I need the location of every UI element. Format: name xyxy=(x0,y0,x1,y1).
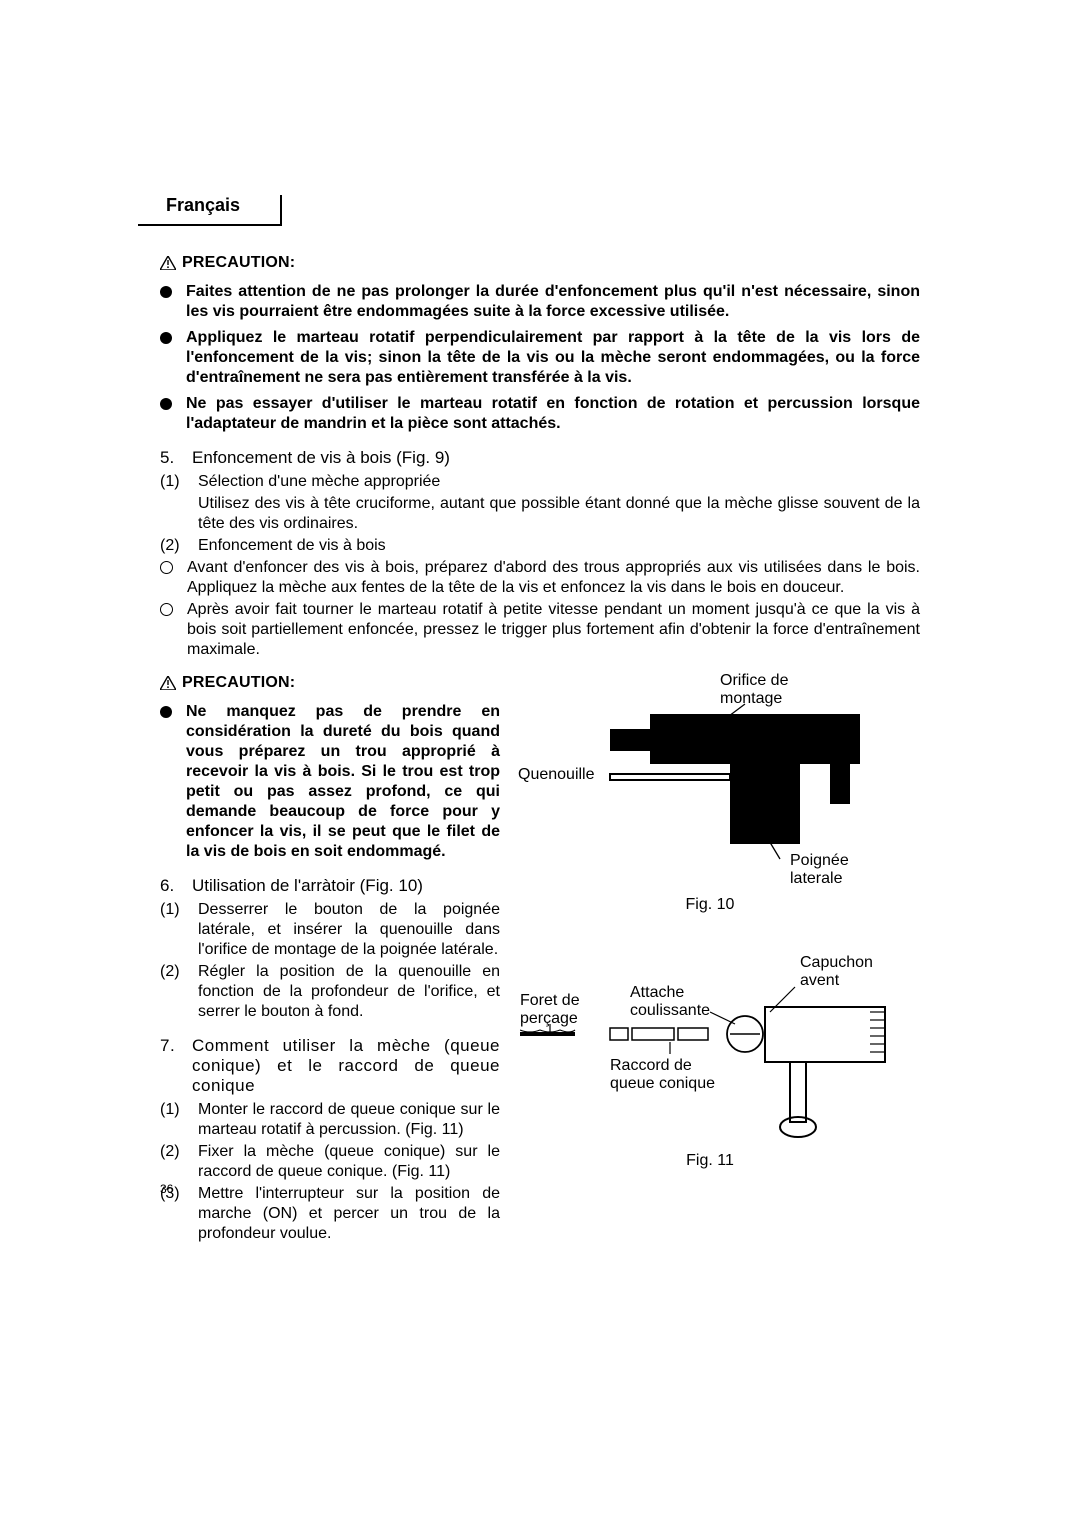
precaution-text: Appliquez le marteau rotatif perpendicul… xyxy=(186,328,920,388)
left-column: PRECAUTION: Ne manquez pas de prendre en… xyxy=(160,674,500,1246)
item-text: Fixer la mèche (queue conique) sur le ra… xyxy=(198,1142,500,1182)
figure-10-caption: Fig. 10 xyxy=(520,896,900,914)
figure-11: Foret de perçage Attache coulissante Cap… xyxy=(520,932,900,1162)
language-label: Français xyxy=(166,195,240,215)
precaution-heading-1: PRECAUTION: xyxy=(160,254,920,272)
section-number: 7. xyxy=(160,1036,182,1096)
right-column: Orifice de montage Quenouille Poignée la… xyxy=(520,674,920,1162)
item-text: Avant d'enfoncer des vis à bois, prépare… xyxy=(187,558,920,598)
circle-item: Avant d'enfoncer des vis à bois, prépare… xyxy=(160,558,920,598)
bullet-icon xyxy=(160,332,172,344)
item-text: Enfoncement de vis à bois xyxy=(198,536,386,556)
language-header: Français xyxy=(138,195,282,226)
list-item: (2) Fixer la mèche (queue conique) sur le… xyxy=(160,1142,500,1182)
item-text: Monter le raccord de queue conique sur l… xyxy=(198,1100,500,1140)
list-item: Utilisez des vis à tête cruciforme, auta… xyxy=(160,494,920,534)
manual-page: Français PRECAUTION: Faites attention de… xyxy=(160,195,920,1246)
section-number: 6. xyxy=(160,876,182,896)
figure-11-drawing xyxy=(520,932,900,1162)
item-text: Utilisez des vis à tête cruciforme, auta… xyxy=(198,494,920,534)
figure-10-drawing xyxy=(520,674,900,904)
figure-11-caption: Fig. 11 xyxy=(520,1152,900,1170)
precaution-list-1: Faites attention de ne pas prolonger la … xyxy=(160,282,920,434)
section-title: Utilisation de l'arràtoir (Fig. 10) xyxy=(192,876,423,896)
precaution-text: Faites attention de ne pas prolonger la … xyxy=(186,282,920,322)
section-title: Enfoncement de vis à bois (Fig. 9) xyxy=(192,448,450,468)
list-item: (1) Desserrer le bouton de la poignée lat… xyxy=(160,900,500,960)
list-item: (2) Enfoncement de vis à bois xyxy=(160,536,920,556)
item-text: Régler la position de la quenouille en f… xyxy=(198,962,500,1022)
item-text: Mettre l'interrupteur sur la position de… xyxy=(198,1184,500,1244)
section-7-heading: 7. Comment utiliser la mèche (queue coni… xyxy=(160,1036,500,1096)
item-marker xyxy=(160,494,184,534)
precaution-bullet: Faites attention de ne pas prolonger la … xyxy=(160,282,920,322)
precaution-heading-2: PRECAUTION: xyxy=(160,674,500,692)
precaution-bullet: Appliquez le marteau rotatif perpendicul… xyxy=(160,328,920,388)
precaution-bullet: Ne manquez pas de prendre en considérati… xyxy=(160,702,500,862)
bullet-icon xyxy=(160,286,172,298)
item-marker: (1) xyxy=(160,900,184,960)
list-item: (2) Régler la position de la quenouille e… xyxy=(160,962,500,1022)
circle-icon xyxy=(160,561,173,574)
circle-item: Après avoir fait tourner le marteau rota… xyxy=(160,600,920,660)
section-6-heading: 6. Utilisation de l'arràtoir (Fig. 10) xyxy=(160,876,500,896)
item-marker: (2) xyxy=(160,1142,184,1182)
item-text: Sélection d'une mèche appropriée xyxy=(198,472,440,492)
item-marker: (1) xyxy=(160,472,184,492)
warning-icon xyxy=(160,676,176,690)
precaution-text: Ne manquez pas de prendre en considérati… xyxy=(186,702,500,862)
precaution-label: PRECAUTION: xyxy=(182,674,295,692)
item-text: Après avoir fait tourner le marteau rota… xyxy=(187,600,920,660)
section-title: Comment utiliser la mèche (queue conique… xyxy=(192,1036,500,1096)
list-item: (3)Mettre l'interrupteur sur la position… xyxy=(160,1184,500,1244)
page-number: 36 xyxy=(160,1182,173,1196)
item-marker: (2) xyxy=(160,962,184,1022)
item-marker: (2) xyxy=(160,536,184,556)
precaution-text: Ne pas essayer d'utiliser le marteau rot… xyxy=(186,394,920,434)
list-item: (1) Monter le raccord de queue conique su… xyxy=(160,1100,500,1140)
figure-10: Orifice de montage Quenouille Poignée la… xyxy=(520,674,900,904)
item-marker: (1) xyxy=(160,1100,184,1140)
precaution-label: PRECAUTION: xyxy=(182,254,295,272)
list-item: (1) Sélection d'une mèche appropriée xyxy=(160,472,920,492)
precaution-bullet: Ne pas essayer d'utiliser le marteau rot… xyxy=(160,394,920,434)
circle-icon xyxy=(160,603,173,616)
bullet-icon xyxy=(160,398,172,410)
warning-icon xyxy=(160,256,176,270)
item-text: Desserrer le bouton de la poignée latéra… xyxy=(198,900,500,960)
section-5-heading: 5. Enfoncement de vis à bois (Fig. 9) xyxy=(160,448,920,468)
section-number: 5. xyxy=(160,448,182,468)
bullet-icon xyxy=(160,706,172,718)
